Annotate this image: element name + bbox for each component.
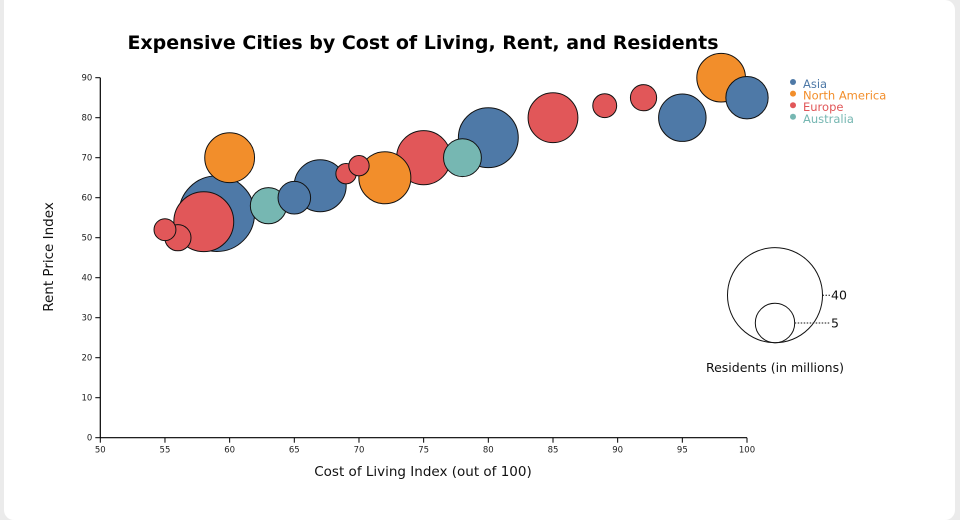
size-legend-value: 40 (831, 288, 847, 303)
size-legend-circle (754, 302, 796, 344)
x-tick-label: 70 (354, 446, 365, 456)
y-tick-label: 40 (81, 274, 92, 284)
size-legend-title: Residents (in millions) (706, 360, 844, 375)
y-tick-label: 0 (87, 434, 92, 444)
chart-card (4, 0, 955, 520)
bubble-chart: Expensive Cities by Cost of Living, Rent… (41, 32, 886, 480)
legend-dot (790, 102, 796, 109)
y-tick-label: 30 (81, 314, 92, 324)
y-tick-label: 20 (81, 354, 92, 364)
size-legend-value: 5 (831, 315, 839, 330)
bubble-point (443, 138, 482, 178)
y-axis: 0 10 20 30 40 50 60 70 80 90 (81, 74, 101, 444)
x-tick-label: 95 (677, 446, 688, 456)
bubble-point (725, 76, 769, 120)
size-legend: 40 5 (726, 247, 847, 344)
bubble-point (592, 93, 618, 119)
x-tick-label: 50 (95, 446, 106, 456)
legend-label: North America (803, 89, 886, 103)
bubble-point (358, 151, 412, 205)
x-tick-label: 100 (739, 446, 755, 456)
legend-dot (790, 113, 796, 120)
y-tick-label: 50 (81, 234, 92, 244)
y-tick-label: 80 (81, 114, 92, 124)
x-tick-label: 60 (224, 446, 235, 456)
y-tick-label: 10 (81, 394, 92, 404)
legend-dot (790, 79, 796, 85)
legend-label: Europe (803, 100, 843, 114)
y-tick-label: 60 (81, 194, 92, 204)
bubble-point (658, 93, 707, 142)
size-legend-circle (726, 247, 824, 344)
bubble-point (277, 180, 312, 215)
y-axis-label: Rent Price Index (41, 202, 57, 312)
x-tick-label: 85 (548, 446, 559, 456)
x-tick-label: 65 (289, 446, 300, 456)
bubble-point (204, 132, 256, 184)
y-tick-label: 90 (81, 74, 92, 84)
bubble-point (153, 218, 177, 242)
legend-label: Asia (803, 77, 827, 91)
legend-dot (790, 90, 796, 97)
x-tick-label: 80 (483, 446, 494, 456)
y-tick-label: 70 (81, 154, 92, 164)
legend-label: Australia (803, 112, 854, 126)
bubble-point (527, 92, 579, 144)
bubble-point (629, 84, 658, 112)
x-tick-label: 55 (160, 446, 171, 456)
bubbles (153, 52, 769, 253)
bubble-point (348, 155, 370, 177)
x-tick-label: 90 (612, 446, 623, 456)
x-tick-label: 75 (418, 446, 429, 456)
x-axis: 50 55 60 65 70 75 80 85 90 95 100 (95, 437, 755, 456)
chart-title: Expensive Cities by Cost of Living, Rent… (127, 32, 718, 54)
x-axis-label: Cost of Living Index (out of 100) (314, 464, 532, 480)
